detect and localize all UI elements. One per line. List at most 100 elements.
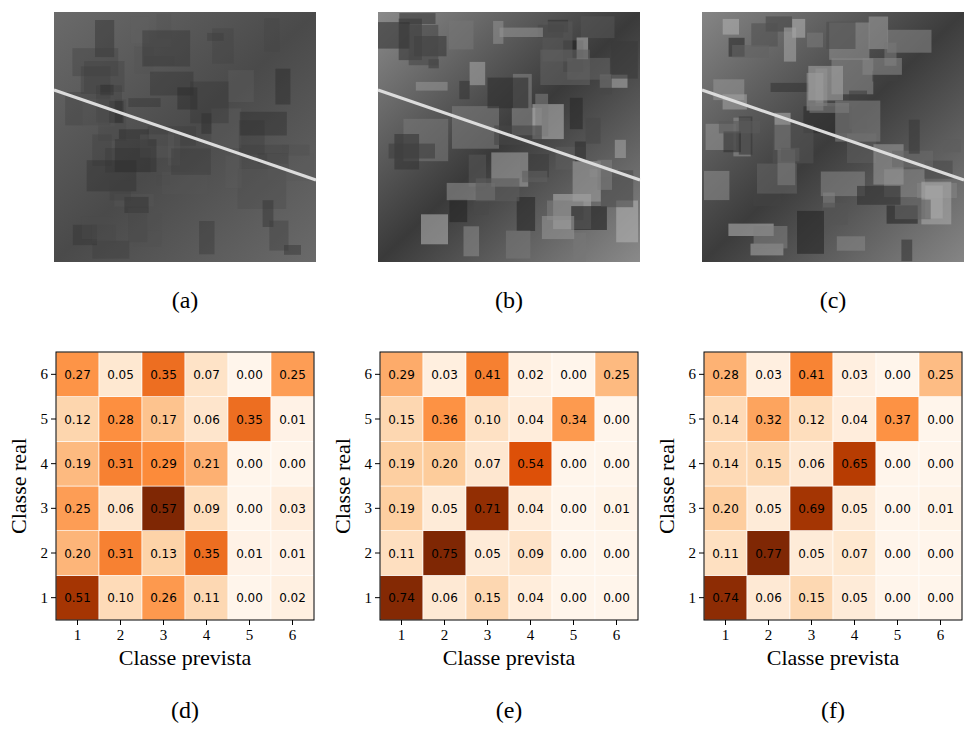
heatmap-panel: 0.510.100.260.110.000.020.200.310.130.35… bbox=[6, 352, 314, 723]
cell bbox=[423, 575, 466, 620]
texture bbox=[570, 98, 583, 129]
texture bbox=[751, 23, 777, 46]
cell bbox=[99, 352, 142, 397]
cell bbox=[142, 397, 185, 442]
aerial-image bbox=[702, 12, 964, 262]
y-tick-label: 2 bbox=[689, 545, 697, 561]
texture bbox=[773, 125, 814, 164]
texture bbox=[540, 50, 590, 85]
cell bbox=[271, 397, 314, 442]
cell-label: 0.06 bbox=[107, 502, 134, 516]
cell-label: 0.26 bbox=[150, 591, 177, 605]
cell-label: 0.01 bbox=[927, 502, 954, 516]
x-tick-label: 2 bbox=[765, 627, 773, 643]
cell bbox=[704, 486, 747, 531]
y-tick bbox=[375, 419, 380, 420]
cell bbox=[56, 441, 99, 486]
image-panel bbox=[54, 12, 316, 262]
texture bbox=[573, 233, 586, 262]
cell-label: 0.19 bbox=[388, 502, 415, 516]
cell bbox=[833, 575, 876, 620]
cell bbox=[228, 486, 271, 531]
texture bbox=[724, 131, 742, 152]
cell bbox=[509, 575, 552, 620]
texture bbox=[826, 22, 855, 49]
cell-label: 0.00 bbox=[236, 591, 263, 605]
texture bbox=[449, 199, 467, 222]
texture bbox=[470, 62, 486, 85]
cell-label: 0.06 bbox=[193, 413, 220, 427]
texture bbox=[72, 48, 118, 76]
cell-label: 0.02 bbox=[517, 368, 544, 382]
cell-label: 0.05 bbox=[431, 502, 458, 516]
x-tick-label: 3 bbox=[484, 627, 492, 643]
cell bbox=[833, 486, 876, 531]
cell-labels: 0.740.060.150.040.000.000.110.750.050.09… bbox=[388, 368, 630, 605]
cell-label: 0.02 bbox=[279, 591, 306, 605]
texture bbox=[378, 22, 410, 48]
cell-label: 0.00 bbox=[884, 547, 911, 561]
cell-label: 0.00 bbox=[279, 457, 306, 471]
cell bbox=[704, 575, 747, 620]
cell bbox=[595, 441, 638, 486]
road-line bbox=[378, 90, 640, 180]
x-tick bbox=[444, 620, 445, 625]
texture bbox=[476, 178, 520, 201]
cell-labels: 0.740.060.150.050.000.000.110.770.050.07… bbox=[712, 368, 954, 605]
cell bbox=[704, 531, 747, 576]
cell bbox=[380, 352, 423, 397]
cell-label: 0.09 bbox=[517, 547, 544, 561]
y-tick bbox=[51, 508, 56, 509]
cell-label: 0.04 bbox=[841, 413, 868, 427]
cell-label: 0.00 bbox=[927, 547, 954, 561]
cell-label: 0.20 bbox=[712, 502, 739, 516]
cell bbox=[466, 352, 509, 397]
cell bbox=[56, 486, 99, 531]
cell-label: 0.00 bbox=[560, 457, 587, 471]
cell bbox=[552, 575, 595, 620]
y-tick bbox=[375, 463, 380, 464]
texture bbox=[409, 25, 439, 65]
cell-label: 0.31 bbox=[107, 547, 134, 561]
cell bbox=[185, 441, 228, 486]
cell bbox=[423, 486, 466, 531]
x-axis-title: Classe prevista bbox=[767, 645, 900, 670]
texture bbox=[901, 240, 912, 262]
texture bbox=[459, 81, 469, 99]
cell bbox=[509, 441, 552, 486]
texture bbox=[573, 161, 601, 201]
cell-label: 0.74 bbox=[388, 591, 415, 605]
cell bbox=[99, 531, 142, 576]
texture bbox=[92, 224, 116, 243]
cell bbox=[747, 352, 790, 397]
texture bbox=[226, 156, 242, 189]
x-tick bbox=[120, 620, 121, 625]
cell bbox=[876, 352, 919, 397]
x-tick-label: 6 bbox=[289, 627, 297, 643]
y-tick bbox=[375, 374, 380, 375]
y-tick-label: 2 bbox=[365, 545, 373, 561]
cell-label: 0.07 bbox=[474, 457, 501, 471]
cell bbox=[747, 575, 790, 620]
texture bbox=[586, 118, 601, 144]
cell bbox=[790, 531, 833, 576]
x-tick bbox=[854, 620, 855, 625]
texture bbox=[944, 139, 962, 152]
cell bbox=[552, 531, 595, 576]
cell-label: 0.03 bbox=[279, 502, 306, 516]
y-tick-label: 5 bbox=[41, 411, 49, 427]
y-tick bbox=[51, 553, 56, 554]
cell-label: 0.03 bbox=[841, 368, 868, 382]
cell-label: 0.12 bbox=[798, 413, 825, 427]
cell bbox=[595, 397, 638, 442]
cell-label: 0.00 bbox=[884, 591, 911, 605]
cell-label: 0.69 bbox=[798, 502, 825, 516]
y-tick bbox=[699, 463, 704, 464]
x-tick bbox=[249, 620, 250, 625]
cell bbox=[380, 486, 423, 531]
panel-label: (f) bbox=[821, 697, 845, 723]
cell-label: 0.19 bbox=[64, 457, 91, 471]
y-axis-title: Classe real bbox=[6, 438, 31, 534]
cell bbox=[423, 531, 466, 576]
cell-label: 0.29 bbox=[388, 368, 415, 382]
